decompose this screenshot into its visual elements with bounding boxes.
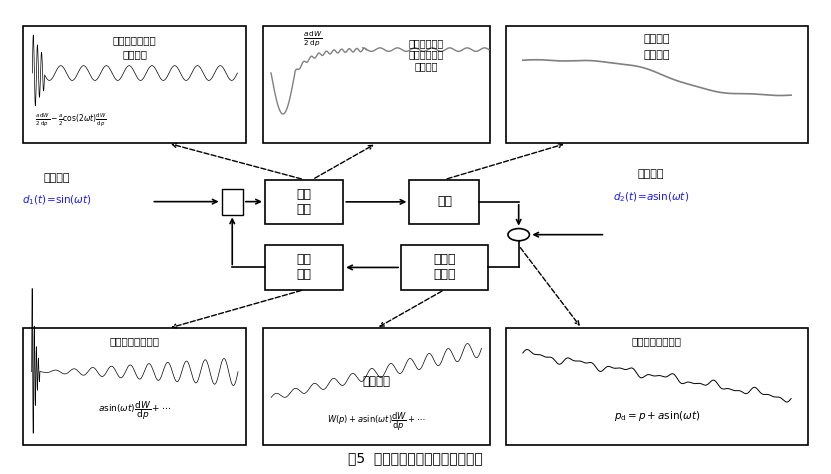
Bar [265, 180, 343, 224]
Text: $d_1(t)\!=\!\sin(\omega t)$: $d_1(t)\!=\!\sin(\omega t)$ [22, 194, 91, 207]
Text: $a\sin(\omega t)\dfrac{\mathrm{d}W}{\mathrm{d}p}+\cdots$: $a\sin(\omega t)\dfrac{\mathrm{d}W}{\mat… [98, 399, 171, 422]
Bar [506, 26, 808, 143]
Text: 高通
滤波: 高通 滤波 [297, 254, 312, 282]
Text: 提取功率梯度
量，判断压力
增减方向: 提取功率梯度 量，判断压力 增减方向 [409, 38, 444, 71]
Text: $W(p)+a\sin(\omega t)\dfrac{\mathrm{d}W}{\mathrm{d}p}+\cdots$: $W(p)+a\sin(\omega t)\dfrac{\mathrm{d}W}… [327, 411, 425, 433]
Text: 得到压力: 得到压力 [644, 50, 670, 60]
Bar [401, 245, 488, 290]
Text: 功率变化: 功率变化 [122, 50, 147, 60]
Text: $p_{\mathrm{d}}=p+a\sin(\omega t)$: $p_{\mathrm{d}}=p+a\sin(\omega t)$ [613, 409, 701, 423]
Bar [265, 245, 343, 290]
Text: 低通
滤波: 低通 滤波 [297, 188, 312, 216]
Text: 功耗变化: 功耗变化 [362, 374, 391, 388]
Text: $\frac{a}{2}\frac{\mathrm{d}W}{\mathrm{d}p}-\frac{a}{2}\cos(2\omega t)\frac{\mat: $\frac{a}{2}\frac{\mathrm{d}W}{\mathrm{d… [35, 111, 106, 128]
Bar [506, 328, 808, 446]
Text: $\frac{a}{2}\frac{\mathrm{d}W}{\mathrm{d}p}$: $\frac{a}{2}\frac{\mathrm{d}W}{\mathrm{d… [302, 30, 322, 49]
Text: 扰动信号: 扰动信号 [637, 169, 664, 179]
Bar [410, 180, 479, 224]
Text: 增加调制: 增加调制 [43, 173, 70, 183]
Text: $d_2(t)\!=\!a\sin(\omega t)$: $d_2(t)\!=\!a\sin(\omega t)$ [612, 191, 689, 204]
Bar [263, 26, 489, 143]
Bar [222, 189, 243, 215]
Text: 胩取功率变化幅度: 胩取功率变化幅度 [110, 337, 160, 346]
Text: 排气压力增加扰动: 排气压力增加扰动 [632, 337, 682, 346]
Text: 图5  极值搜索控制方法的整体思路: 图5 极值搜索控制方法的整体思路 [348, 451, 483, 465]
Text: 获取压降: 获取压降 [644, 35, 670, 45]
Text: 系统性
能计算: 系统性 能计算 [433, 254, 455, 282]
Bar [23, 26, 246, 143]
Bar [23, 328, 246, 446]
Text: 增加压力扰动后: 增加压力扰动后 [113, 36, 157, 46]
Bar [263, 328, 489, 446]
Text: 积分: 积分 [437, 195, 452, 209]
